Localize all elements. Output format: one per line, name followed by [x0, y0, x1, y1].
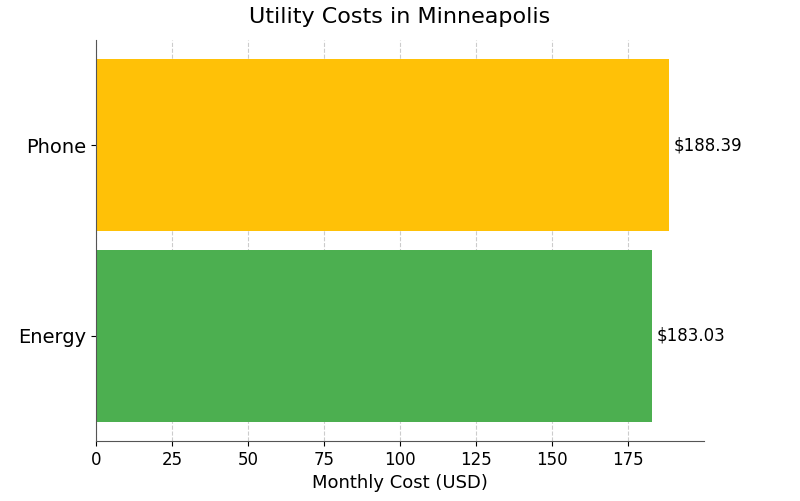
Title: Utility Costs in Minneapolis: Utility Costs in Minneapolis [250, 8, 550, 28]
Text: $183.03: $183.03 [657, 327, 726, 345]
Bar [96, 250, 653, 422]
Bar [96, 59, 669, 231]
Text: $188.39: $188.39 [674, 136, 742, 154]
X-axis label: Monthly Cost (USD): Monthly Cost (USD) [312, 474, 488, 492]
